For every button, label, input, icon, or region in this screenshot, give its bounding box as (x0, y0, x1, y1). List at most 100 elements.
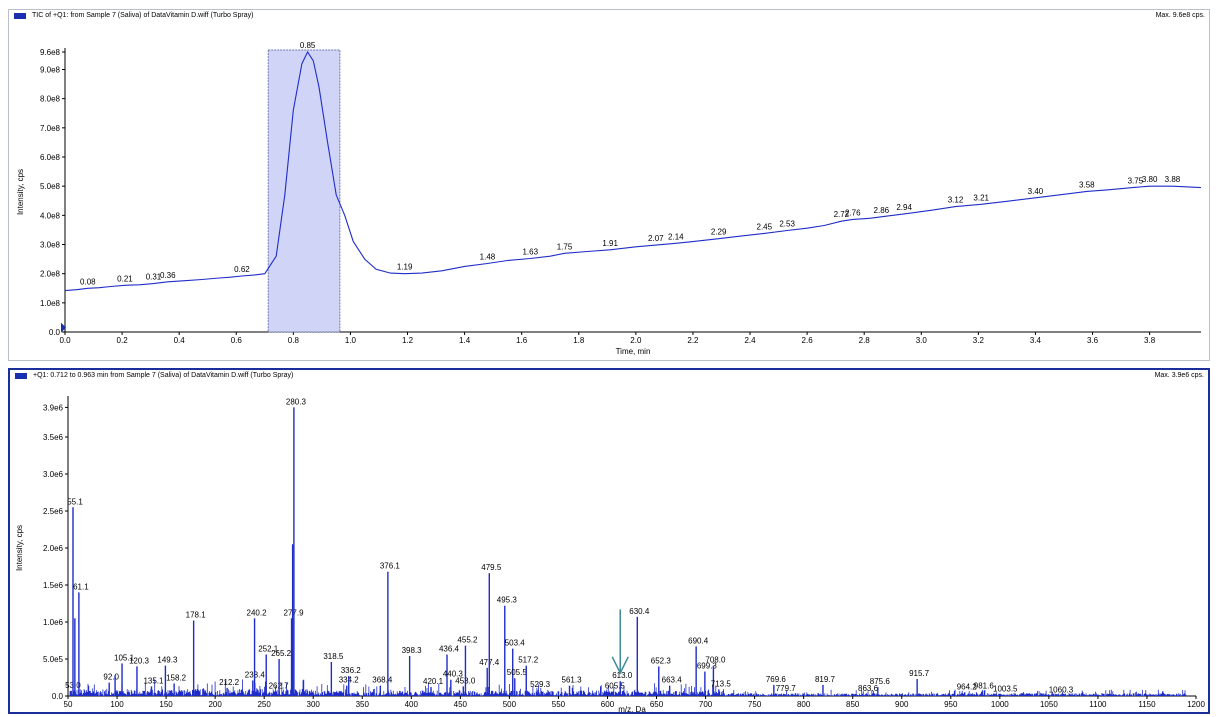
tic-x-tick-label: 1.2 (402, 336, 414, 345)
tic-peak-label: 3.40 (1028, 187, 1044, 196)
tic-panel-icon (14, 13, 26, 19)
tic-y-tick-label: 2.0e8 (40, 270, 61, 279)
tic-max-label: Max. 9.6e8 cps. (1155, 12, 1205, 19)
tic-selection-range (267, 49, 341, 333)
spectrum-peak-label: 517.2 (518, 656, 539, 665)
spectrum-peak-label: 479.5 (481, 563, 502, 572)
spectrum-x-tick-label: 150 (159, 700, 173, 709)
spectrum-peak-label: 713.5 (711, 679, 732, 688)
spectrum-x-tick-label: 1200 (1187, 700, 1205, 709)
spectrum-peak-label: 120.3 (129, 656, 150, 665)
tic-peak-label: 3.80 (1142, 175, 1158, 184)
spectrum-peak-label: 105.1 (114, 653, 135, 662)
tic-x-tick-label: 0.4 (174, 336, 186, 345)
spectrum-peak-label: 690.4 (688, 636, 709, 645)
tic-peak-label: 3.58 (1079, 180, 1095, 189)
spectrum-x-tick-label: 200 (208, 700, 222, 709)
spectrum-panel-icon (15, 373, 27, 379)
spectrum-x-tick-label: 900 (895, 700, 909, 709)
spectrum-y-tick-label: 2.5e6 (43, 507, 64, 516)
tic-x-tick-label: 0.8 (288, 336, 300, 345)
spectrum-max-label: Max. 3.9e6 cps. (1154, 372, 1204, 379)
spectrum-peak-label: 240.2 (247, 608, 268, 617)
tic-peak-label: 2.14 (668, 232, 684, 241)
spectrum-x-tick-label: 50 (64, 700, 73, 709)
spectrum-y-axis-title: Intensity, cps (15, 525, 24, 571)
spectrum-y-tick-label: 3.9e6 (43, 403, 64, 412)
spectrum-x-tick-label: 350 (356, 700, 370, 709)
tic-peak-label: 1.48 (480, 252, 496, 261)
tic-peak-label: 2.86 (874, 206, 890, 215)
tic-x-tick-label: 1.6 (516, 336, 528, 345)
tic-y-tick-label: 5.0e8 (40, 182, 61, 191)
spectrum-peak-label: 368.4 (372, 676, 393, 685)
spectrum-y-tick-label: 0.0 (52, 692, 64, 701)
spectrum-peak-label: 178.1 (186, 611, 207, 620)
spectrum-peak-label: 1003.5 (993, 685, 1018, 694)
tic-x-tick-label: 1.0 (345, 336, 357, 345)
spectrum-arrow-head (611, 656, 629, 675)
tic-chart[interactable]: 0.0 1.0e8 2.0e8 3.0e8 4.0e8 5.0e8 6.0e8 7.0e8 8.… (9, 10, 1209, 360)
spectrum-chart[interactable]: 0.0 5.0e5 1.0e6 1.5e6 2.0e6 2.5e6 3.0e6 3.5e6 3.… (10, 370, 1208, 712)
spectrum-peak-label: 652.3 (651, 656, 672, 665)
tic-peak-label: 2.07 (648, 234, 664, 243)
spectrum-peak-label: 420.1 (423, 677, 444, 686)
spectrum-peak-label: 915.7 (909, 669, 930, 678)
tic-x-tick-label: 2.2 (687, 336, 699, 345)
spectrum-peak-label: 265.2 (271, 649, 292, 658)
tic-y-tick-label: 9.0e8 (40, 66, 61, 75)
tic-x-tick-label: 2.4 (744, 336, 756, 345)
tic-x-tick-label: 2.8 (859, 336, 871, 345)
spectrum-x-tick-label: 600 (601, 700, 615, 709)
spectrum-x-tick-label: 1150 (1138, 700, 1156, 709)
spectrum-x-tick-label: 950 (944, 700, 958, 709)
tic-x-tick-label: 0.6 (231, 336, 243, 345)
spectrum-peak-label: 149.3 (157, 656, 178, 665)
spectrum-peak-label: 440.3 (443, 670, 464, 679)
tic-peak-label: 3.75 (1128, 176, 1144, 185)
spectrum-x-tick-label: 1050 (1040, 700, 1058, 709)
tic-peak-label: 3.21 (973, 193, 989, 202)
tic-x-tick-label: 3.4 (1030, 336, 1042, 345)
spectrum-peak-label: 55.1 (67, 497, 83, 506)
tic-peak-label: 2.72 (834, 210, 850, 219)
tic-y-axis-title: Intensity, cps (16, 169, 25, 215)
tic-x-tick-label: 1.4 (459, 336, 471, 345)
spectrum-peak-label: 779.7 (776, 684, 797, 693)
tic-x-tick-label: 1.8 (573, 336, 585, 345)
tic-panel-title: TIC of +Q1: from Sample 7 (Saliva) of Da… (32, 12, 254, 19)
spectrum-peak-label: 613.0 (612, 671, 633, 680)
spectrum-peak-label: 964.2 (957, 682, 978, 691)
spectrum-peak-label: 663.4 (662, 676, 683, 685)
tic-y-tick-label: 0.0 (49, 328, 61, 337)
tic-peak-label: 1.63 (522, 248, 538, 257)
spectrum-peak-label: 1060.3 (1049, 685, 1074, 694)
tic-peak-label: 2.29 (711, 228, 727, 237)
spectrum-peak-label: 158.2 (166, 673, 187, 682)
tic-peak-label: 0.36 (160, 271, 176, 280)
tic-peak-label: 0.85 (300, 41, 316, 50)
tic-peak-label: 1.19 (397, 263, 413, 272)
spectrum-y-tick-label: 5.0e5 (43, 655, 64, 664)
spectrum-x-tick-label: 700 (699, 700, 713, 709)
tic-peak-label: 2.94 (896, 203, 912, 212)
tic-y-tick-label: 8.0e8 (40, 95, 61, 104)
spectrum-x-tick-label: 1100 (1089, 700, 1107, 709)
spectrum-x-tick-label: 550 (552, 700, 566, 709)
spectrum-y-tick-label: 3.5e6 (43, 433, 64, 442)
tic-panel: TIC of +Q1: from Sample 7 (Saliva) of Da… (8, 9, 1210, 361)
spectrum-panel-title: +Q1: 0.712 to 0.963 min from Sample 7 (S… (33, 372, 294, 379)
spectrum-peak-label: 376.1 (380, 562, 401, 571)
spectrum-x-axis-title: m/z, Da (618, 705, 646, 712)
spectrum-peak-label: 561.3 (562, 676, 583, 685)
tic-x-tick-label: 2.6 (802, 336, 814, 345)
spectrum-x-tick-label: 400 (405, 700, 419, 709)
tic-peak-label: 1.91 (602, 239, 618, 248)
spectrum-x-tick-label: 850 (846, 700, 860, 709)
spectrum-peak-label: 92.0 (103, 673, 119, 682)
tic-trace-line (64, 50, 1202, 292)
spectrum-y-tick-label: 3.0e6 (43, 470, 64, 479)
spectrum-x-tick-label: 750 (748, 700, 762, 709)
tic-x-tick-label: 3.8 (1144, 336, 1156, 345)
tic-x-axis-title: Time, min (616, 347, 651, 356)
